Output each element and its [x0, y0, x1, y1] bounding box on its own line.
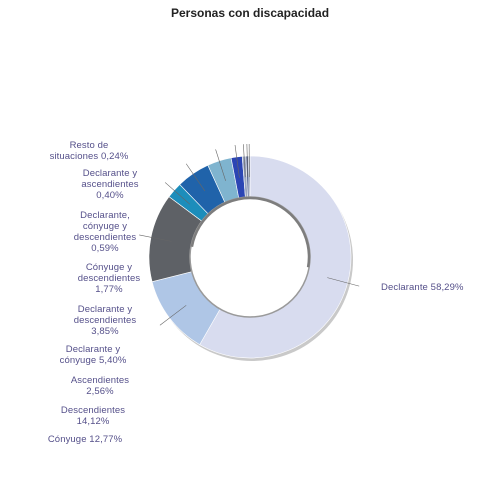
slice-label: Descendientes 14,12% [61, 405, 125, 427]
slice-label: Resto de situaciones 0,24% [50, 140, 129, 162]
chart-title: Personas con discapacidad [170, 6, 330, 20]
leader-line [185, 163, 206, 192]
leader-line [215, 149, 226, 181]
slice-label: Ascendientes 2,56% [71, 375, 129, 397]
slice-label: Cónyuge 12,77% [48, 434, 123, 445]
leader-line [234, 144, 240, 178]
leader-line [243, 144, 246, 178]
leader-line [327, 277, 360, 287]
slice-label: Cónyuge y descendientes 1,77% [78, 262, 141, 295]
donut-slices [148, 155, 352, 359]
slice-label: Declarante, cónyuge y descendientes 0,59% [74, 210, 137, 254]
leader-lines [139, 144, 360, 326]
slice-label: Declarante y ascendientes 0,40% [81, 168, 138, 201]
leader-line [159, 305, 187, 326]
leader-line [139, 234, 172, 242]
donut-hole-shade [190, 196, 311, 268]
leader-line [246, 144, 249, 178]
slice-labels: Declarante 58,29% Cónyuge 12,77% Descendie… [48, 140, 464, 445]
slice-label: Declarante y descendientes 3,85% [74, 304, 137, 337]
slice-label: Declarante 58,29% [381, 282, 464, 293]
slice-label: Declarante y cónyuge 5,40% [60, 344, 127, 366]
leader-line [164, 182, 191, 205]
